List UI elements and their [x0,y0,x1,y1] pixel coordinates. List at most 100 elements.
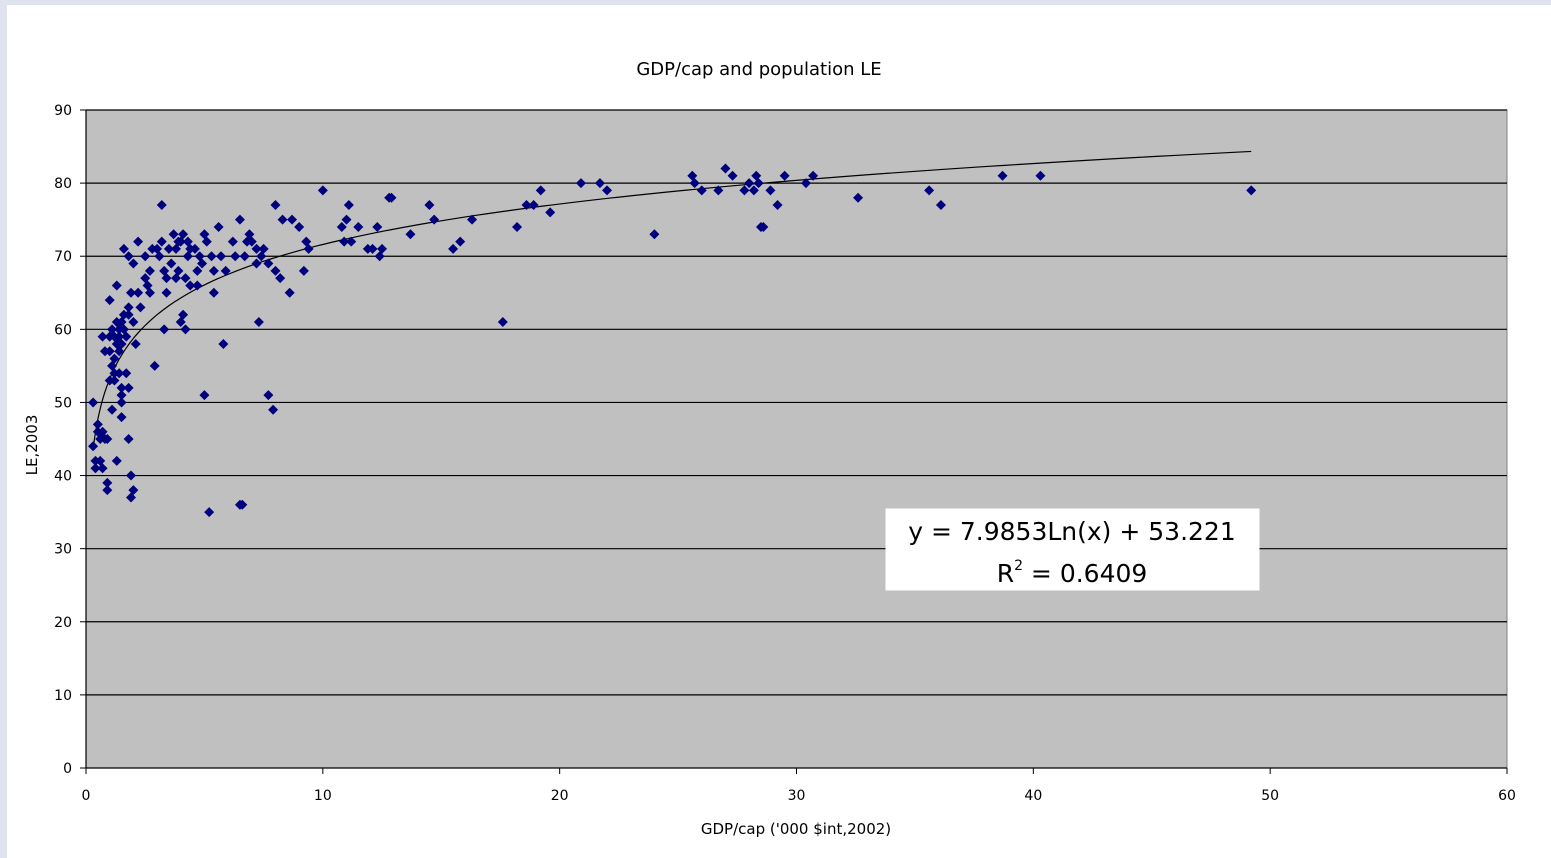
data-point [206,251,217,262]
data-point [156,236,167,247]
data-point [251,258,262,269]
data-point [213,221,224,232]
data-point [263,258,274,269]
data-point [748,185,759,196]
x-tick-label: 30 [788,788,806,804]
data-point [386,192,397,203]
y-tick-label: 70 [54,249,72,265]
data-point [353,221,364,232]
data-point [346,236,357,247]
data-point [924,185,935,196]
x-tick-label: 50 [1261,788,1279,804]
trendline-r2: R2 = 0.6409 [997,558,1148,588]
data-point [128,258,139,269]
data-point [156,200,167,211]
data-point [545,207,556,218]
data-point [128,485,139,496]
data-point [372,221,383,232]
data-point [497,317,508,328]
y-tick-label: 80 [54,176,72,192]
y-axis-title: LE,2003 [23,415,41,476]
data-point [168,229,179,240]
x-tick-labels: 0 10 20 30 40 50 60 [82,788,1516,804]
y-tick-label: 20 [54,615,72,631]
data-point [997,170,1008,181]
data-point [467,214,478,225]
trendline [92,150,1252,450]
r2-prefix: R [997,559,1014,588]
data-point [772,200,783,211]
x-tick-label: 10 [314,788,332,804]
data-point [128,317,139,328]
data-point [270,265,281,276]
y-tick-labels: 0 10 20 30 40 50 60 70 80 90 [54,103,72,777]
data-point [343,200,354,211]
data-point [528,200,539,211]
x-tick-label: 0 [82,788,91,804]
data-point [294,221,305,232]
data-point [144,287,155,298]
data-point [144,265,155,276]
data-point [713,185,724,196]
data-point [111,455,122,466]
data-point [594,178,605,189]
data-point [149,360,160,371]
y-tick-label: 30 [54,542,72,558]
data-point [97,331,108,342]
data-point [185,280,196,291]
gridlines [86,109,1507,696]
data-point [284,287,295,298]
data-point [88,397,99,408]
data-point [253,317,264,328]
data-points [88,163,1257,518]
data-point [161,273,172,284]
data-point [140,251,151,262]
data-point [275,273,286,284]
data-point [602,185,613,196]
data-point [720,163,731,174]
data-point [163,243,174,254]
data-point [689,178,700,189]
data-point [227,236,238,247]
data-point [234,214,245,225]
data-point [107,404,118,415]
data-point [118,243,129,254]
data-point [109,353,120,364]
data-point [116,397,127,408]
data-point [739,185,750,196]
data-point [1246,185,1257,196]
data-point [808,170,819,181]
data-point [298,265,309,276]
data-point [130,338,141,349]
data-point [180,324,191,335]
data-point [180,273,191,284]
data-point [199,390,210,401]
y-tick-label: 60 [54,322,72,338]
data-point [178,229,189,240]
data-point [424,200,435,211]
data-point [246,236,257,247]
data-point [123,434,134,444]
data-point [178,309,189,320]
data-point [753,178,764,189]
data-point [448,243,459,254]
data-point [215,251,226,262]
data-point [935,200,946,211]
data-point [218,338,229,349]
data-point [92,419,103,430]
data-point [405,229,416,240]
data-point [429,214,440,225]
data-point [135,302,146,313]
plot-area [85,109,1508,769]
data-point [125,287,136,298]
data-point [97,463,108,474]
data-point [197,258,208,269]
data-point [853,192,864,203]
data-point [161,287,172,298]
data-point [116,382,127,393]
data-point [123,382,134,393]
chart-frame: GDP/cap and population LE 0 10 20 30 40 50 60 7… [7,5,1551,858]
data-point [133,287,144,298]
data-point [258,243,269,254]
trendline-equation-box: y = 7.9853Ln(x) + 53.221 R2 = 0.6409 [885,508,1260,591]
